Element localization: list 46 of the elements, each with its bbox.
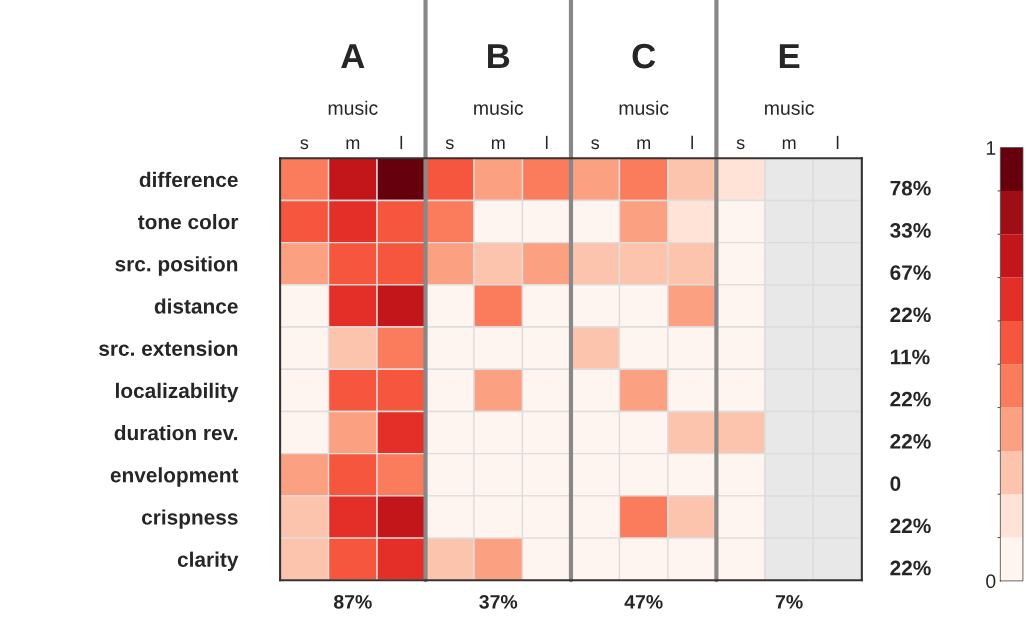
text: music: [474, 100, 524, 115]
x-tick-label: s: [300, 139, 309, 150]
color-bar-label: 0: [986, 574, 996, 589]
text: A: [341, 44, 365, 69]
x-tick-label: l: [691, 135, 693, 149]
y2-tick-label: 22%: [890, 307, 931, 323]
y2-tick-label: 22%: [890, 560, 931, 576]
x-tick-label: s: [736, 139, 745, 150]
y2-tick-label: 33%: [890, 223, 931, 238]
x-tick-label: l: [400, 135, 403, 149]
y2-tick-label: 0: [890, 476, 901, 491]
y2-tick-label: 22%: [890, 391, 931, 407]
y2-tick-label: 22%: [890, 434, 931, 449]
y-tick-label: crispness: [141, 509, 238, 529]
y-tick-label: clarity: [177, 551, 239, 572]
y-tick-label: tone color: [138, 214, 239, 230]
y-tick-label: difference: [139, 171, 238, 188]
text: 7%: [775, 594, 803, 609]
y-tick-label: localizability: [116, 382, 239, 403]
x-tick-label: s: [445, 139, 454, 150]
y-tick-label: envelopment: [110, 467, 239, 487]
y2-tick-label: 78%: [890, 180, 931, 196]
x-tick-label: s: [591, 139, 600, 150]
y-tick-label: src. position: [115, 256, 238, 276]
y2-tick-label: 67%: [890, 265, 931, 280]
y-tick-label: duration rev.: [114, 425, 238, 441]
text: 37%: [479, 594, 518, 609]
x-tick-label: m: [782, 139, 796, 149]
x-tick-label: m: [491, 139, 505, 149]
text: 47%: [624, 594, 663, 609]
text: music: [765, 100, 814, 115]
y2-tick-label: 11%: [890, 349, 930, 365]
y-tick-label: src. extension: [99, 340, 238, 356]
text: E: [779, 44, 800, 69]
y2-tick-label: 22%: [890, 518, 931, 534]
color-bar-label: 1: [986, 141, 996, 155]
y-tick-label: distance: [154, 298, 238, 314]
text: B: [488, 44, 510, 69]
text: C: [632, 43, 656, 69]
x-tick-label: l: [836, 135, 839, 149]
x-tick-label: m: [346, 139, 360, 149]
x-tick-label: l: [545, 135, 548, 149]
text: 87%: [333, 594, 372, 609]
text: music: [328, 100, 378, 115]
x-tick-label: m: [637, 139, 651, 149]
text: music: [619, 100, 669, 115]
